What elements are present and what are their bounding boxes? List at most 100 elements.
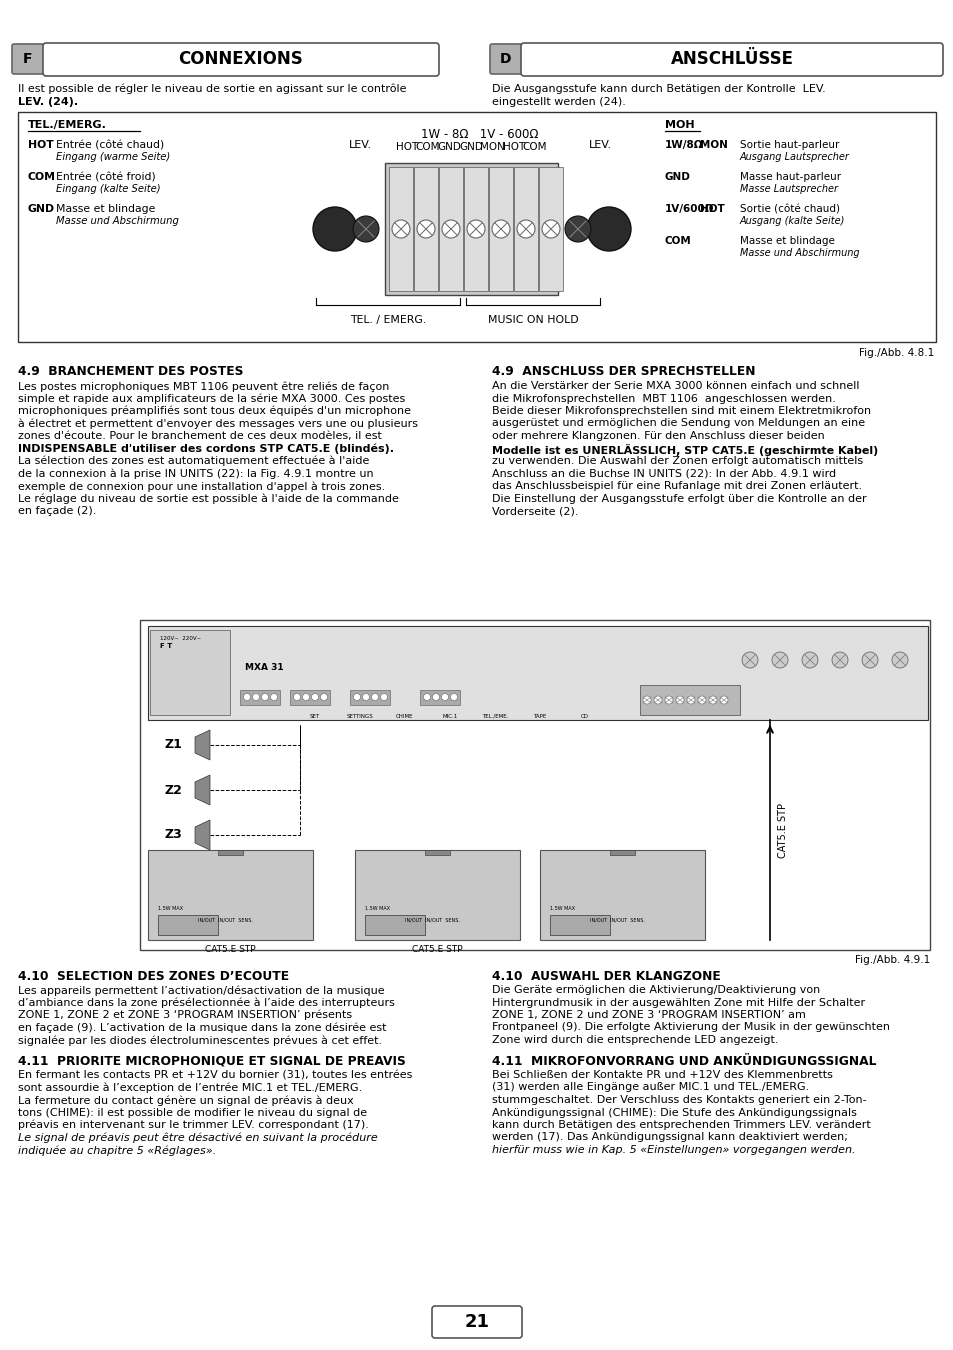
Text: Z1: Z1 [165,738,183,752]
Text: 1.5W MAX: 1.5W MAX [158,906,183,911]
Text: Fig./Abb. 4.8.1: Fig./Abb. 4.8.1 [858,348,933,358]
Text: Modelle ist es UNERLÄSSLICH, STP CAT5.E (geschirmte Kabel): Modelle ist es UNERLÄSSLICH, STP CAT5.E … [492,444,878,455]
Bar [290,690,330,705]
Text: D: D [499,53,511,66]
Text: Masse und Abschirmung: Masse und Abschirmung [740,248,859,258]
Text: Entrée (côté froid): Entrée (côté froid) [56,171,155,182]
FancyBboxPatch shape [43,43,438,76]
Text: 120V~  220V~: 120V~ 220V~ [160,636,201,641]
Bar [463,167,488,292]
Text: stummgeschaltet. Der Verschluss des Kontakts generiert ein 2-Ton-: stummgeschaltet. Der Verschluss des Kont… [492,1095,865,1106]
Text: Sortie (côté chaud): Sortie (côté chaud) [740,204,840,215]
Text: CAT5.E STP: CAT5.E STP [778,802,787,857]
Circle shape [312,694,318,701]
FancyBboxPatch shape [520,43,942,76]
FancyBboxPatch shape [490,45,521,74]
Text: GND: GND [458,142,482,153]
Text: 1W - 8Ω   1V - 600Ω: 1W - 8Ω 1V - 600Ω [421,128,538,140]
Text: La fermeture du contact génère un signal de préavis à deux: La fermeture du contact génère un signal… [18,1095,354,1106]
Circle shape [253,694,259,701]
Polygon shape [194,775,210,805]
Text: HOT: HOT [502,142,524,153]
Circle shape [302,694,309,701]
Circle shape [441,694,448,701]
Polygon shape [609,850,635,855]
Circle shape [423,694,430,701]
Text: 4.9  BRANCHEMENT DES POSTES: 4.9 BRANCHEMENT DES POSTES [18,364,243,378]
Bar [514,167,537,292]
Text: 1V/600Ω: 1V/600Ω [664,204,714,215]
Text: COM: COM [522,142,547,153]
FancyBboxPatch shape [12,45,44,74]
Circle shape [261,694,268,701]
Text: das Anschlussbeispiel für eine Rufanlage mit drei Zonen erläutert.: das Anschlussbeispiel für eine Rufanlage… [492,481,862,491]
Bar [150,630,230,716]
Bar [389,167,413,292]
Text: eingestellt werden (24).: eingestellt werden (24). [492,97,625,107]
Text: HOT: HOT [700,204,724,215]
Text: CAT5.E STP: CAT5.E STP [412,945,462,954]
Circle shape [416,220,435,238]
Circle shape [243,694,251,701]
Text: TEL./EME.: TEL./EME. [481,714,508,720]
Circle shape [380,694,387,701]
Text: Il est possible de régler le niveau de sortie en agissant sur le contrôle: Il est possible de régler le niveau de s… [18,84,406,95]
Bar [240,690,280,705]
Text: Beide dieser Mikrofonsprechstellen sind mit einem Elektretmikrofon: Beide dieser Mikrofonsprechstellen sind … [492,406,870,416]
Text: Zone wird durch die entsprechende LED angezeigt.: Zone wird durch die entsprechende LED an… [492,1035,778,1045]
Text: oder mehrere Klangzonen. Für den Anschluss dieser beiden: oder mehrere Klangzonen. Für den Anschlu… [492,431,824,441]
Text: HOT: HOT [395,142,417,153]
Text: kann durch Betätigen des entsprechenden Trimmers LEV. verändert: kann durch Betätigen des entsprechenden … [492,1120,870,1130]
Text: Masse haut-parleur: Masse haut-parleur [740,171,841,182]
Text: 21: 21 [464,1314,489,1331]
Text: tons (CHIME): il est possible de modifier le niveau du signal de: tons (CHIME): il est possible de modifie… [18,1107,367,1118]
Text: COM: COM [416,142,439,153]
Polygon shape [218,850,243,855]
Bar [350,690,390,705]
Text: signalée par les diodes électroluminescentes prévues à cet effet.: signalée par les diodes électroluminesce… [18,1035,382,1045]
Circle shape [353,216,378,242]
Text: Masse Lautsprecher: Masse Lautsprecher [740,184,837,194]
Circle shape [441,220,459,238]
Circle shape [741,652,758,668]
Text: LEV.: LEV. [348,140,371,150]
Circle shape [586,207,630,251]
Text: GND: GND [664,171,690,182]
Circle shape [708,697,717,703]
Bar [419,690,459,705]
Text: ZONE 1, ZONE 2 und ZONE 3 ‘PROGRAM INSERTION’ am: ZONE 1, ZONE 2 und ZONE 3 ‘PROGRAM INSER… [492,1010,805,1021]
Text: en façade (9). L’activation de la musique dans la zone désirée est: en façade (9). L’activation de la musiqu… [18,1022,386,1033]
Text: Die Ausgangsstufe kann durch Betätigen der Kontrolle  LEV.: Die Ausgangsstufe kann durch Betätigen d… [492,84,825,95]
Text: F: F [23,53,32,66]
Text: 1.5W MAX: 1.5W MAX [550,906,575,911]
Text: La sélection des zones est automatiquement effectuée à l'aide: La sélection des zones est automatiqueme… [18,456,369,467]
Circle shape [654,697,661,703]
Circle shape [517,220,535,238]
Bar [385,163,558,296]
Circle shape [432,694,439,701]
Bar [539,850,704,940]
Text: werden (17). Das Ankündigungssignal kann deaktiviert werden;: werden (17). Das Ankündigungssignal kann… [492,1133,847,1142]
Text: à électret et permettent d'envoyer des messages vers une ou plusieurs: à électret et permettent d'envoyer des m… [18,418,417,429]
Text: ANSCHLÜSSE: ANSCHLÜSSE [670,50,793,68]
Circle shape [320,694,327,701]
Text: Eingang (kalte Seite): Eingang (kalte Seite) [56,184,160,194]
Text: IN/OUT  IN/OUT  SENS.: IN/OUT IN/OUT SENS. [405,918,459,923]
Circle shape [686,697,695,703]
Text: MOH: MOH [664,120,694,130]
Circle shape [676,697,683,703]
Text: Les appareils permettent l’activation/désactivation de la musique: Les appareils permettent l’activation/dé… [18,986,384,995]
Circle shape [271,694,277,701]
Polygon shape [194,819,210,850]
Text: SET: SET [310,714,319,720]
Text: zones d'écoute. Pour le branchement de ces deux modèles, il est: zones d'écoute. Pour le branchement de c… [18,431,381,441]
Text: MUSIC ON HOLD: MUSIC ON HOLD [487,315,578,325]
Text: Anschluss an die Buchse IN UNITS (22): In der Abb. 4.9.1 wird: Anschluss an die Buchse IN UNITS (22): I… [492,468,835,478]
Circle shape [450,694,457,701]
Circle shape [698,697,705,703]
Text: 1.5W MAX: 1.5W MAX [365,906,390,911]
FancyBboxPatch shape [432,1305,521,1338]
Circle shape [564,216,590,242]
Circle shape [801,652,817,668]
Text: Eingang (warme Seite): Eingang (warme Seite) [56,153,170,162]
